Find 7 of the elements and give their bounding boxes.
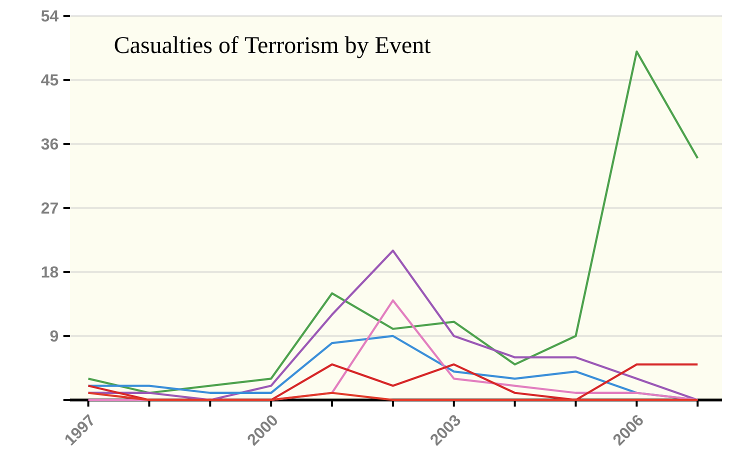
y-tick-label: 36 <box>41 138 58 150</box>
text: Casualties of Terrorism by Event <box>114 36 431 58</box>
y-tick-label: 9 <box>50 330 58 342</box>
y-tick-label: 27 <box>41 202 58 214</box>
y-tick-label: 54 <box>41 10 59 22</box>
y-tick-label: 18 <box>42 266 58 278</box>
y-tick-label: 45 <box>41 74 58 86</box>
